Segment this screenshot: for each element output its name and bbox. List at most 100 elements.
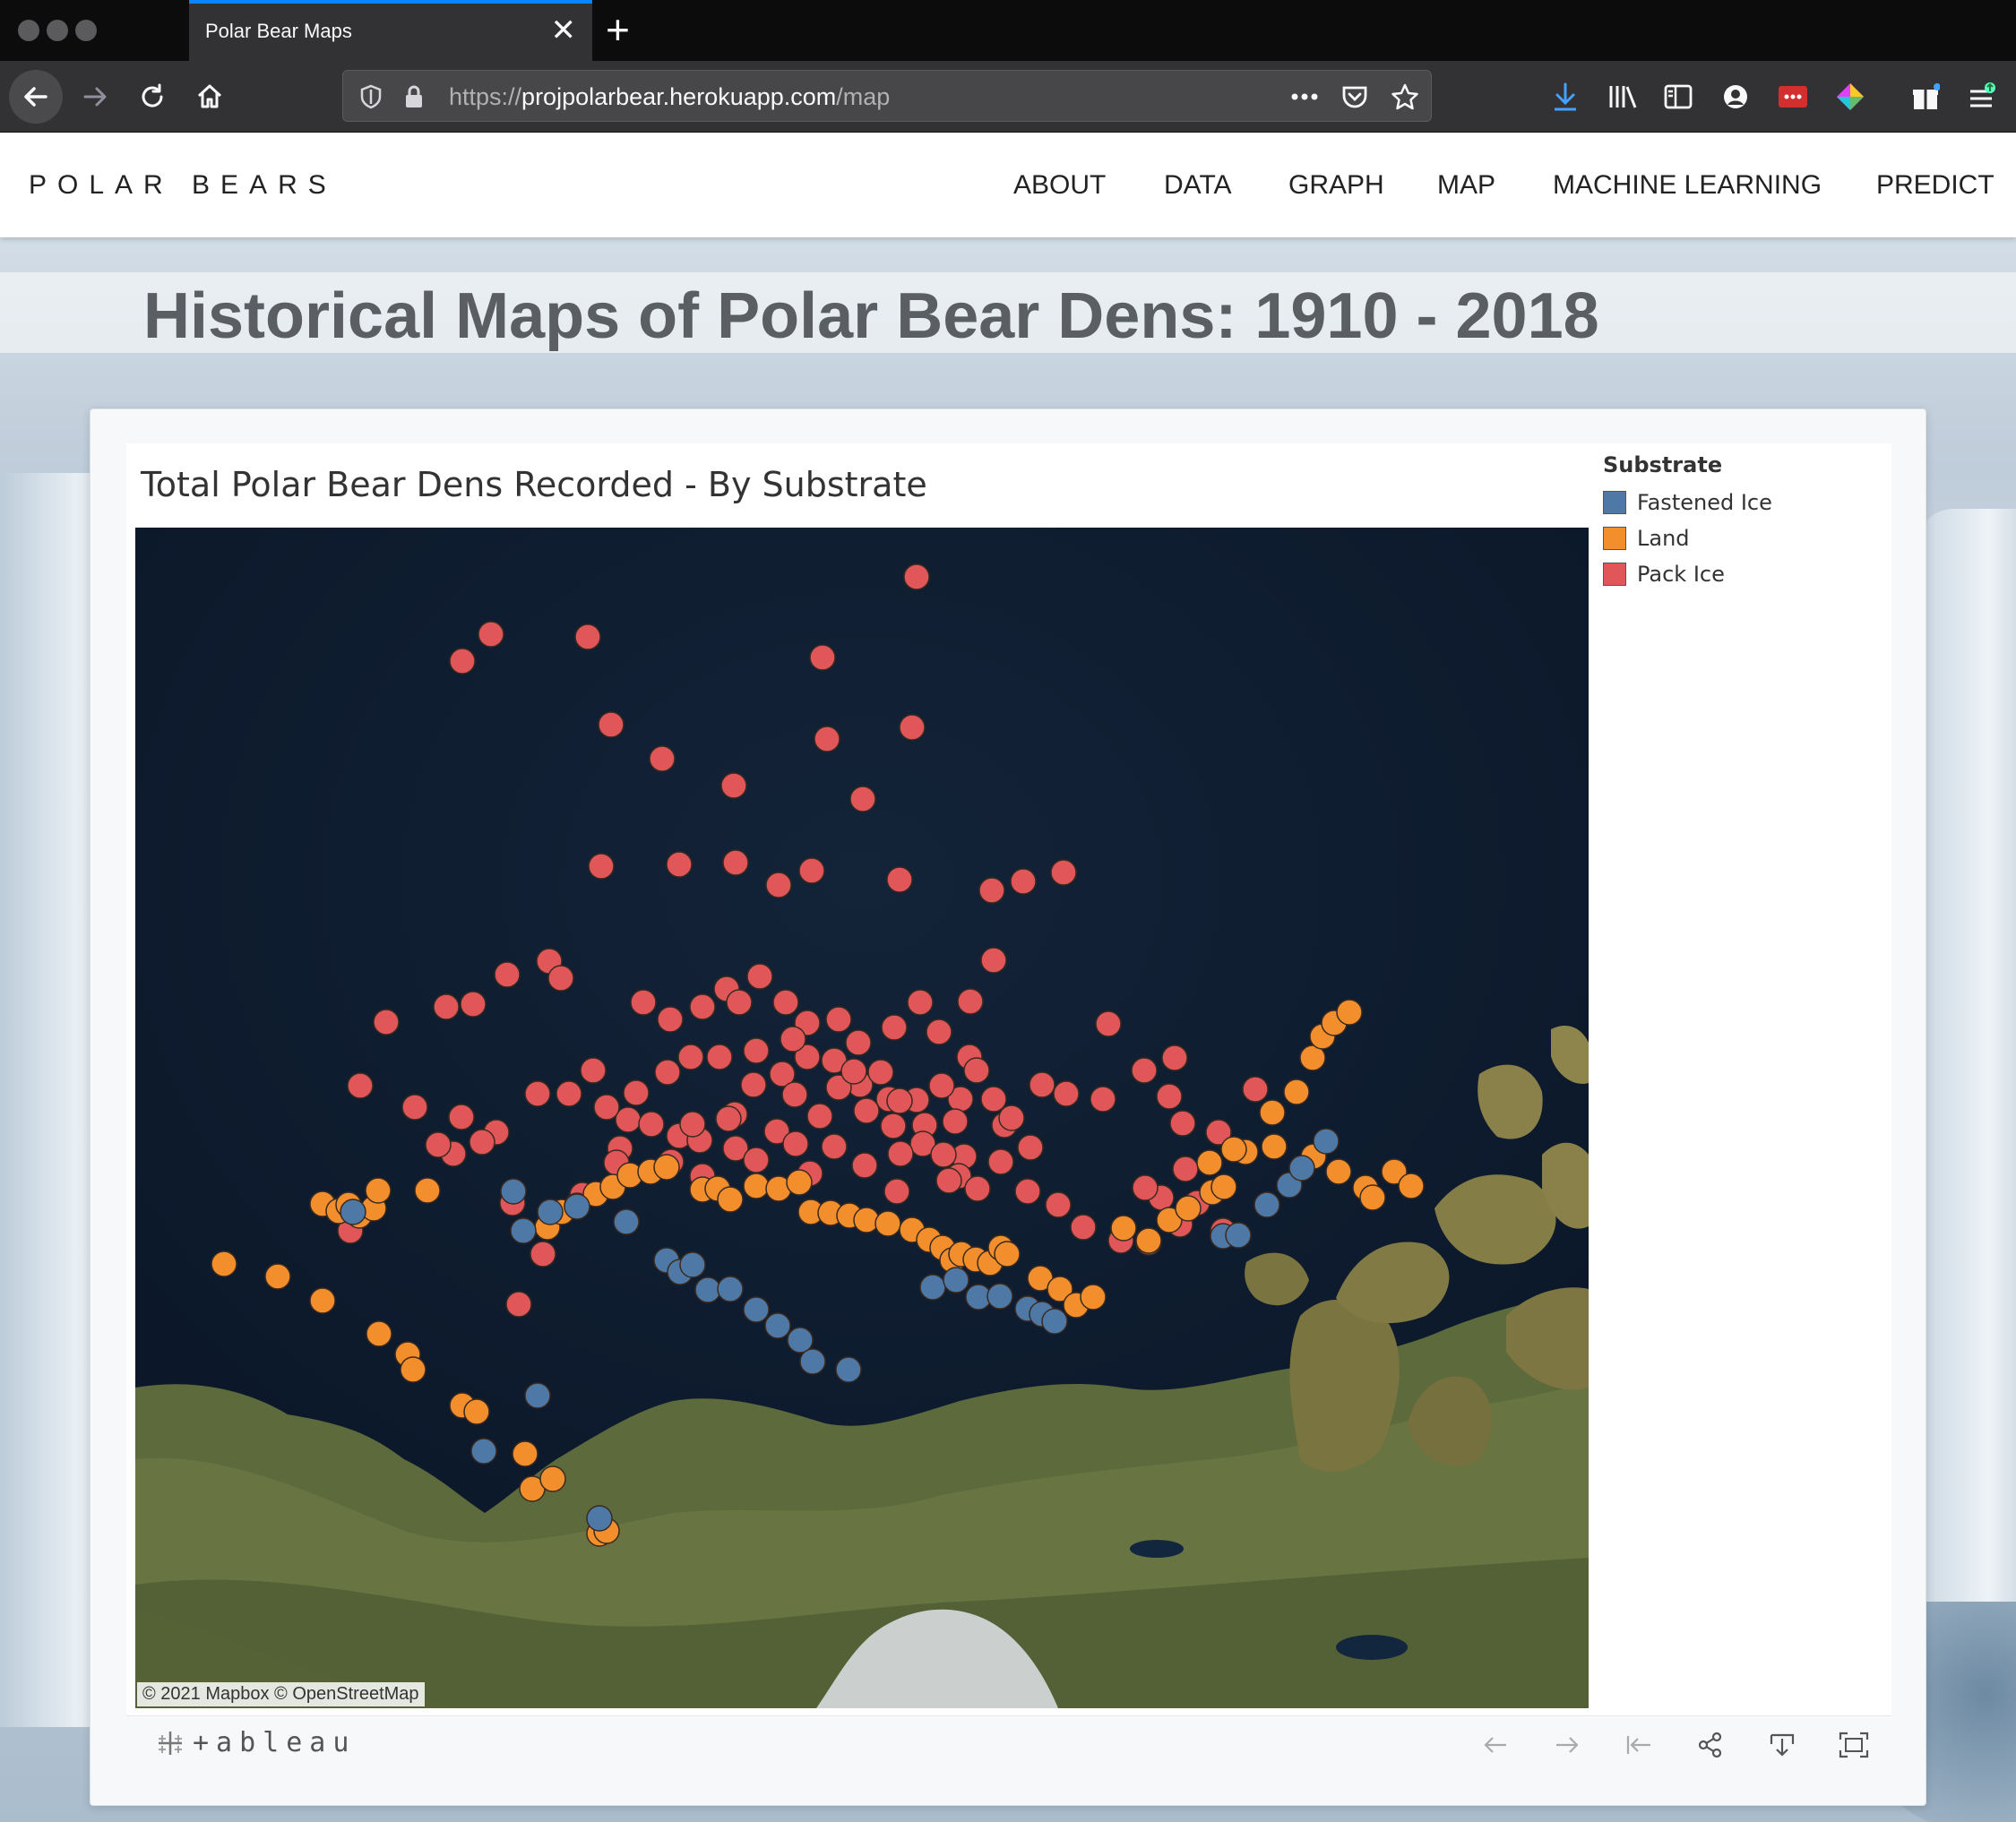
- den-marker-land[interactable]: [743, 1173, 770, 1199]
- den-marker-land[interactable]: [653, 1154, 680, 1181]
- den-marker-pack-ice[interactable]: [449, 648, 476, 675]
- den-marker-pack-ice[interactable]: [433, 993, 460, 1020]
- den-marker-pack-ice[interactable]: [530, 1241, 556, 1268]
- den-marker-fastened-ice[interactable]: [537, 1199, 564, 1225]
- tableau-logo[interactable]: +ableau: [155, 1727, 356, 1758]
- star-icon[interactable]: [1390, 82, 1420, 112]
- download-icon[interactable]: [1546, 78, 1584, 116]
- den-marker-fastened-ice[interactable]: [835, 1356, 862, 1383]
- den-marker-land[interactable]: [717, 1186, 744, 1213]
- den-marker-pack-ice[interactable]: [574, 623, 601, 650]
- den-marker-fastened-ice[interactable]: [510, 1217, 537, 1244]
- den-marker-pack-ice[interactable]: [593, 1094, 620, 1121]
- maximize-window-button[interactable]: [75, 20, 97, 41]
- den-marker-pack-ice[interactable]: [556, 1080, 582, 1107]
- den-marker-pack-ice[interactable]: [980, 947, 1007, 974]
- den-marker-land[interactable]: [366, 1320, 392, 1347]
- den-marker-pack-ice[interactable]: [743, 1037, 770, 1064]
- den-marker-land[interactable]: [1196, 1149, 1223, 1176]
- den-marker-pack-ice[interactable]: [772, 989, 799, 1016]
- minimize-window-button[interactable]: [47, 20, 68, 41]
- den-marker-land[interactable]: [1398, 1173, 1425, 1199]
- den-marker-pack-ice[interactable]: [505, 1291, 532, 1318]
- den-marker-land[interactable]: [1156, 1207, 1183, 1233]
- den-marker-pack-ice[interactable]: [1132, 1174, 1159, 1201]
- undo-button[interactable]: [1478, 1727, 1513, 1763]
- den-marker-pack-ice[interactable]: [886, 866, 913, 893]
- more-icon[interactable]: [1289, 82, 1320, 112]
- den-marker-pack-ice[interactable]: [853, 1097, 880, 1124]
- den-marker-pack-ice[interactable]: [623, 1079, 650, 1106]
- den-map[interactable]: © 2021 Mapbox © OpenStreetMap: [135, 528, 1589, 1708]
- den-marker-fastened-ice[interactable]: [787, 1327, 814, 1354]
- den-marker-land[interactable]: [1210, 1173, 1237, 1200]
- den-marker-pack-ice[interactable]: [998, 1104, 1025, 1131]
- den-marker-pack-ice[interactable]: [806, 1103, 833, 1130]
- den-marker-pack-ice[interactable]: [1010, 868, 1037, 895]
- den-marker-pack-ice[interactable]: [1131, 1057, 1158, 1084]
- den-marker-fastened-ice[interactable]: [470, 1438, 497, 1465]
- url-bar[interactable]: https://projpolarbear.herokuapp.com/map: [342, 70, 1432, 122]
- den-marker-pack-ice[interactable]: [780, 1026, 806, 1053]
- den-marker-land[interactable]: [463, 1398, 490, 1425]
- den-marker-pack-ice[interactable]: [798, 857, 825, 884]
- den-marker-land[interactable]: [1261, 1133, 1288, 1160]
- den-marker-fastened-ice[interactable]: [799, 1348, 826, 1375]
- den-marker-pack-ice[interactable]: [840, 1058, 867, 1085]
- extension-icon-2[interactable]: [1831, 78, 1869, 116]
- den-marker-pack-ice[interactable]: [886, 1087, 913, 1114]
- close-tab-icon[interactable]: ✕: [550, 13, 577, 47]
- download-button[interactable]: [1764, 1727, 1800, 1763]
- den-marker-fastened-ice[interactable]: [986, 1283, 1013, 1310]
- nav-predict[interactable]: PREDICT: [1876, 170, 1994, 200]
- den-marker-land[interactable]: [1381, 1158, 1408, 1185]
- shield-icon[interactable]: [356, 82, 386, 112]
- den-marker-pack-ice[interactable]: [980, 1086, 1007, 1113]
- den-marker-land[interactable]: [874, 1210, 901, 1237]
- den-marker-pack-ice[interactable]: [926, 1018, 952, 1045]
- den-marker-fastened-ice[interactable]: [743, 1296, 770, 1323]
- legend-item-pack-ice[interactable]: Pack Ice: [1603, 556, 1872, 592]
- den-marker-pack-ice[interactable]: [781, 1081, 808, 1108]
- den-marker-fastened-ice[interactable]: [1041, 1308, 1068, 1335]
- extension-icon[interactable]: [1774, 78, 1812, 116]
- den-marker-land[interactable]: [1175, 1195, 1202, 1222]
- den-marker-pack-ice[interactable]: [987, 1148, 1014, 1175]
- den-marker-pack-ice[interactable]: [825, 1006, 852, 1033]
- new-tab-button[interactable]: +: [606, 6, 630, 53]
- home-button[interactable]: [183, 70, 237, 124]
- den-marker-pack-ice[interactable]: [638, 1111, 665, 1138]
- den-marker-pack-ice[interactable]: [1053, 1080, 1080, 1107]
- fullscreen-button[interactable]: [1836, 1727, 1872, 1763]
- den-marker-pack-ice[interactable]: [666, 851, 693, 878]
- den-marker-pack-ice[interactable]: [867, 1059, 894, 1086]
- den-marker-pack-ice[interactable]: [765, 872, 792, 898]
- nav-graph[interactable]: GRAPH: [1288, 170, 1384, 200]
- den-markers[interactable]: [135, 528, 1589, 1708]
- nav-about[interactable]: ABOUT: [1013, 170, 1107, 200]
- den-marker-land[interactable]: [994, 1241, 1021, 1268]
- den-marker-land[interactable]: [1047, 1276, 1073, 1302]
- den-marker-pack-ice[interactable]: [1169, 1110, 1196, 1137]
- den-marker-pack-ice[interactable]: [1172, 1156, 1199, 1182]
- den-marker-pack-ice[interactable]: [588, 853, 615, 880]
- den-marker-land[interactable]: [414, 1177, 441, 1204]
- den-marker-land[interactable]: [365, 1177, 392, 1204]
- den-marker-fastened-ice[interactable]: [919, 1274, 946, 1301]
- den-marker-land[interactable]: [211, 1250, 237, 1277]
- redo-button[interactable]: [1549, 1727, 1585, 1763]
- den-marker-fastened-ice[interactable]: [1288, 1155, 1315, 1182]
- den-marker-land[interactable]: [400, 1356, 426, 1383]
- url-text[interactable]: https://projpolarbear.herokuapp.com/map: [449, 83, 891, 110]
- den-marker-pack-ice[interactable]: [769, 1061, 796, 1087]
- den-marker-land[interactable]: [1325, 1158, 1352, 1185]
- den-marker-pack-ice[interactable]: [580, 1057, 607, 1084]
- den-marker-fastened-ice[interactable]: [613, 1208, 640, 1235]
- den-marker-pack-ice[interactable]: [942, 1108, 969, 1135]
- den-marker-pack-ice[interactable]: [722, 1135, 749, 1162]
- den-marker-pack-ice[interactable]: [907, 989, 934, 1016]
- account-icon[interactable]: [1717, 78, 1754, 116]
- den-marker-pack-ice[interactable]: [957, 988, 984, 1015]
- den-marker-land[interactable]: [309, 1287, 336, 1314]
- den-marker-pack-ice[interactable]: [1070, 1214, 1097, 1241]
